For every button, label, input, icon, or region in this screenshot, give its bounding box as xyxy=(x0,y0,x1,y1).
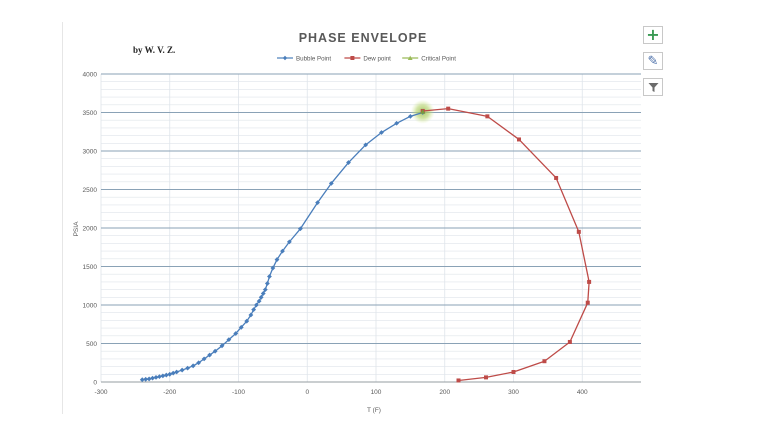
bubble-point-marker xyxy=(328,180,334,186)
bubble-point-marker xyxy=(207,352,213,358)
dew-point-marker xyxy=(576,229,581,234)
y-tick-label: 2000 xyxy=(83,226,98,233)
y-tick-label: 4000 xyxy=(83,72,98,79)
x-tick-label: -100 xyxy=(232,389,245,396)
bubble-point-marker xyxy=(201,356,207,362)
x-tick-label: 400 xyxy=(577,389,588,396)
bubble-point-marker xyxy=(219,343,225,349)
y-tick-label: 3500 xyxy=(83,110,98,117)
legend-critical-point: Critical Point xyxy=(402,55,456,62)
bubble-point-marker xyxy=(174,369,180,375)
x-tick-label: 0 xyxy=(305,389,309,396)
dew-point-marker xyxy=(456,378,461,383)
bubble-point-marker xyxy=(139,377,145,383)
y-tick-label: 1500 xyxy=(83,264,98,271)
bubble-point-marker xyxy=(160,373,166,379)
bubble-point-marker xyxy=(244,318,250,324)
bubble-point-marker xyxy=(251,307,257,313)
bubble-point-marker xyxy=(267,274,272,279)
x-tick-label: 200 xyxy=(439,389,450,396)
y-tick-label: 3000 xyxy=(83,149,98,156)
bubble-point-marker xyxy=(143,376,149,382)
bubble-point-marker xyxy=(407,113,413,119)
bubble-point-marker xyxy=(150,375,155,381)
bubble-point-marker xyxy=(153,374,159,380)
x-tick-label: -300 xyxy=(94,389,107,396)
bubble-point-marker xyxy=(256,298,262,304)
critical-point-marker xyxy=(420,109,426,114)
bubble-point-marker xyxy=(253,302,259,308)
chart-area[interactable]: 0 500 1000 1500 2000 2500 3000 3500 4000 -300 -200… xyxy=(62,22,641,414)
bubble-point-marker xyxy=(363,142,369,148)
bubble-point-marker xyxy=(212,348,218,354)
bubble-point-marker xyxy=(258,294,264,300)
dew-point-marker xyxy=(542,359,547,364)
legend-label: Bubble Point xyxy=(296,55,331,62)
y-tick-label: 500 xyxy=(86,341,97,348)
bubble-point-marker xyxy=(260,291,266,296)
brush-icon: ✎ xyxy=(647,53,659,69)
bubble-point-marker xyxy=(179,367,185,373)
x-axis-label: T (F) xyxy=(367,407,381,414)
x-tick-label: -200 xyxy=(163,389,176,396)
bubble-point-marker xyxy=(274,257,280,262)
bubble-point-marker xyxy=(346,160,351,165)
legend-label: Dew point xyxy=(363,55,391,62)
dew-point-marker xyxy=(485,114,490,119)
plus-icon: + xyxy=(646,25,660,44)
chart-title: PHASE ENVELOPE xyxy=(299,31,428,45)
bubble-point-marker xyxy=(238,324,244,330)
dew-point-marker xyxy=(517,137,521,142)
y-axis-label: PSIA xyxy=(73,221,80,236)
bubble-point-marker xyxy=(146,376,152,382)
bubble-point-marker xyxy=(226,337,232,343)
bubble-point-marker xyxy=(163,372,169,378)
chart-styles-button[interactable]: ✎ xyxy=(643,52,663,70)
bubble-point-marker xyxy=(248,312,254,318)
x-tick-label: 300 xyxy=(508,389,519,396)
bubble-point-marker xyxy=(157,374,162,380)
bubble-point-marker xyxy=(196,360,202,366)
dew-point-marker xyxy=(585,300,590,305)
filter-icon xyxy=(648,82,658,92)
bubble-point-marker xyxy=(185,365,191,371)
bubble-point-marker xyxy=(233,331,239,336)
y-tick-label: 2500 xyxy=(83,187,98,194)
legend-label: Critical Point xyxy=(421,55,456,62)
add-chart-element-button[interactable]: + xyxy=(643,26,663,44)
dew-point-marker xyxy=(511,369,516,374)
chart-subtitle: by W. V. Z. xyxy=(133,45,175,55)
legend-dew-point: Dew point xyxy=(344,55,391,62)
bubble-point-marker xyxy=(379,130,384,135)
bubble-point-marker xyxy=(262,287,268,292)
dew-point-marker xyxy=(446,106,451,111)
chart-filters-button[interactable] xyxy=(643,78,663,96)
bubble-point-marker xyxy=(394,120,400,126)
dew-point-marker xyxy=(587,279,592,284)
dew-point-marker xyxy=(567,339,572,344)
bubble-point-marker xyxy=(190,363,196,369)
x-tick-label: 100 xyxy=(371,389,382,396)
dew-point-marker xyxy=(484,375,488,380)
dew-point-marker xyxy=(554,175,559,180)
bubble-point-line xyxy=(142,111,423,381)
bubble-point-marker xyxy=(270,265,276,271)
bubble-point-marker xyxy=(264,281,270,286)
dew-point-line xyxy=(422,108,590,382)
y-tick-label: 0 xyxy=(93,380,97,387)
legend-bubble-point: Bubble Point xyxy=(277,55,331,62)
y-tick-label: 1000 xyxy=(83,303,98,310)
